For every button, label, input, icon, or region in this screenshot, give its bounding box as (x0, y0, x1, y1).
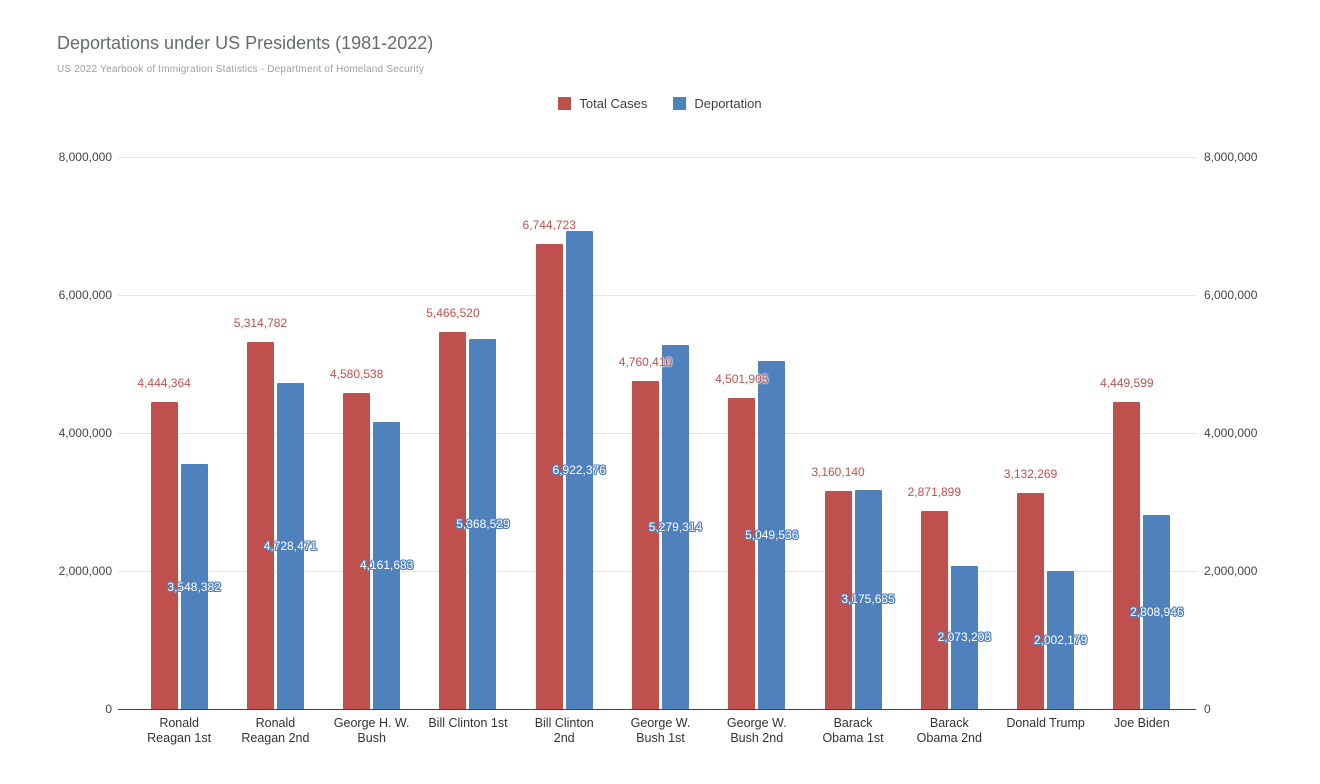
x-axis-category-line: Joe Biden (1114, 716, 1170, 730)
x-axis-category-line: George W. (630, 716, 691, 730)
x-axis-category-label: George W. Bush 2nd (692, 716, 822, 746)
bar-label-deportation: 2,808,946 (1130, 605, 1184, 620)
bar-label-deportation: 3,548,382 (167, 579, 221, 594)
legend-swatch-total-cases (558, 97, 572, 110)
bar-total-cases (728, 398, 756, 709)
x-axis-category-label: Barack Obama 1st (788, 716, 918, 746)
y-axis-tick-label-left: 6,000,000 (58, 288, 112, 302)
x-axis-category-line: Barack (929, 716, 969, 730)
x-axis-category-line: Bush 2nd (730, 731, 784, 745)
bar-deportation (662, 344, 689, 709)
bar-label-total-cases: 4,444,364 (137, 376, 191, 391)
x-axis-category-label: Bill Clinton 2nd (499, 716, 629, 746)
x-axis-category-label: Ronald Reagan 2nd (210, 716, 340, 746)
bar-total-cases (150, 402, 178, 709)
bar-label-deportation: 4,728,471 (263, 538, 318, 553)
chart-legend: Total Cases Deportation (0, 96, 1320, 111)
y-axis-tick-label-left: 4,000,000 (58, 426, 112, 440)
bar-deportation (950, 565, 978, 709)
bar-total-cases (824, 490, 852, 709)
bar-label-total-cases: 6,744,723 (522, 217, 576, 232)
legend-label-total-cases: Total Cases (579, 96, 648, 111)
bar-label-total-cases: 4,449,599 (1100, 375, 1154, 390)
x-axis-category-line: Barack (833, 716, 873, 730)
x-axis-baseline (118, 708, 1196, 710)
bar-deportation (180, 464, 208, 709)
x-axis-category-line: Bush 1st (636, 731, 685, 745)
bar-label-deportation: 2,002,179 (1033, 632, 1088, 647)
x-axis-category-line: Bush (357, 731, 386, 745)
bar-label-total-cases: 2,871,899 (907, 484, 961, 499)
y-axis-tick-label-right: 0 (1204, 702, 1211, 716)
y-axis-tick-label-left: 8,000,000 (58, 150, 112, 164)
x-axis-category-line: Obama 1st (822, 731, 884, 745)
bar-label-total-cases: 4,760,410 (618, 354, 673, 369)
x-axis-category-line: Obama 2nd (916, 731, 982, 745)
bar-label-deportation: 5,279,314 (648, 519, 703, 534)
x-axis-category-line: Reagan 2nd (241, 731, 310, 745)
y-axis-tick-label-left: 0 (105, 702, 112, 716)
bar-deportation (565, 231, 593, 709)
x-axis-category-label: Bill Clinton 1st (403, 716, 533, 731)
x-axis-category-label: George H. W. Bush (307, 716, 437, 746)
bar-deportation (373, 421, 401, 709)
bar-label-total-cases: 3,132,269 (1003, 466, 1058, 481)
y-axis-tick-label-left: 2,000,000 (58, 564, 112, 578)
bar-label-deportation: 2,073,208 (937, 630, 991, 645)
x-axis-category-label: Joe Biden (1077, 716, 1207, 731)
bar-label-total-cases: 5,466,520 (426, 305, 480, 320)
bar-label-deportation: 5,368,529 (456, 516, 510, 531)
y-axis-tick-label-right: 6,000,000 (1204, 288, 1258, 302)
legend-item-deportation: Deportation (673, 96, 762, 111)
bar-label-deportation: 6,922,376 (552, 463, 606, 478)
x-axis-category-line: Reagan 1st (147, 731, 212, 745)
bar-deportation (758, 360, 786, 709)
bar-total-cases (246, 342, 274, 709)
bar-deportation (854, 489, 882, 709)
bar-total-cases (920, 510, 948, 709)
bar-label-deportation: 5,049,536 (745, 527, 799, 542)
chart-subtitle: US 2022 Yearbook of Immigration Statisti… (57, 64, 425, 75)
y-axis-tick-label-right: 8,000,000 (1204, 150, 1258, 164)
bar-label-total-cases: 5,314,782 (233, 316, 288, 331)
gridline (118, 294, 1196, 296)
bar-deportation (1047, 570, 1075, 709)
bar-label-total-cases: 3,160,140 (811, 464, 865, 479)
x-axis-category-label: George W. Bush 1st (596, 716, 726, 746)
x-axis-category-line: 2nd (553, 731, 575, 745)
x-axis-category-line: Bill Clinton (534, 716, 594, 730)
x-axis-category-line: Ronald (159, 716, 199, 730)
bar-deportation (1143, 515, 1171, 709)
legend-item-total-cases: Total Cases (558, 96, 647, 111)
x-axis-category-line: George H. W. (333, 716, 410, 730)
y-axis-tick-label-right: 4,000,000 (1204, 426, 1258, 440)
x-axis-category-label: Ronald Reagan 1st (114, 716, 244, 746)
bar-total-cases (1113, 401, 1141, 709)
bar-total-cases (1017, 492, 1045, 709)
x-axis-category-line: Ronald (255, 716, 296, 730)
x-axis-category-label: Donald Trump (981, 716, 1111, 731)
x-axis-category-line: George W. (726, 716, 787, 730)
y-axis-tick-label-right: 2,000,000 (1204, 564, 1258, 578)
x-axis-category-line: Donald Trump (1006, 716, 1085, 730)
bar-label-total-cases: 4,580,538 (329, 366, 384, 381)
bar-deportation (276, 382, 304, 709)
x-axis-category-label: Barack Obama 2nd (884, 716, 1014, 746)
bar-label-total-cases: 4,501,905 (715, 372, 769, 387)
bar-total-cases (343, 392, 371, 709)
legend-swatch-deportation (673, 97, 687, 110)
x-axis-category-line: Bill Clinton 1st (428, 716, 508, 730)
bar-label-deportation: 4,161,683 (359, 558, 414, 573)
bar-label-deportation: 3,175,685 (841, 592, 895, 607)
bar-total-cases (535, 243, 563, 709)
bar-total-cases (439, 331, 467, 709)
bar-deportation (469, 338, 497, 709)
chart-title: Deportations under US Presidents (1981-2… (57, 33, 434, 53)
legend-label-deportation: Deportation (694, 96, 762, 111)
bar-total-cases (632, 380, 659, 709)
gridline (118, 156, 1196, 158)
